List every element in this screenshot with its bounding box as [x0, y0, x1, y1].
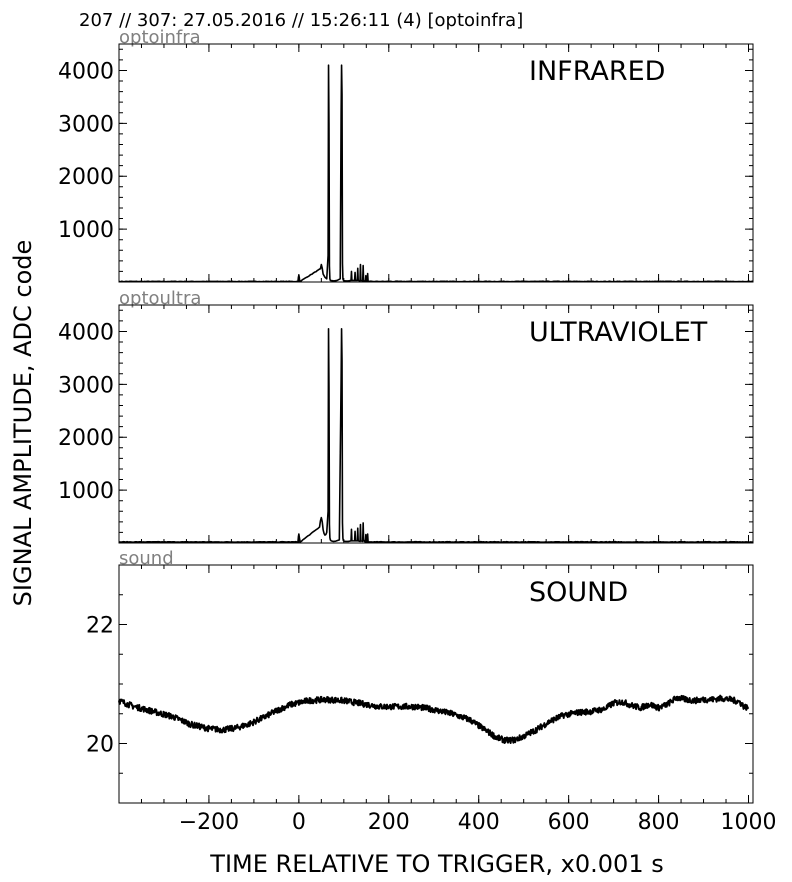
sound-ytick-label-20: 20 [86, 733, 114, 758]
xtick-label-800: 800 [638, 810, 680, 835]
sound-series-line [118, 694, 750, 745]
ultraviolet-label: ULTRAVIOLET [529, 317, 708, 348]
ultraviolet-panel: optoultra 1000 2000 3000 4000 ULTRAVIOLET [58, 288, 754, 544]
infrared-ytick-label-3000: 3000 [58, 112, 114, 137]
sound-label: SOUND [529, 577, 628, 608]
x-axis-label: TIME RELATIVE TO TRIGGER, x0.001 s [209, 850, 663, 878]
figure-title: 207 // 307: 27.05.2016 // 15:26:11 (4) [… [79, 10, 523, 31]
xtick-label-1000: 1000 [721, 810, 777, 835]
infrared-source-label: optoinfra [119, 27, 201, 48]
sound-panel: sound 20 22 −200 0 200 400 600 800 1000 SOUND [86, 548, 777, 835]
sound-ytick-label-22: 22 [86, 614, 114, 639]
infrared-series-line [118, 64, 754, 283]
infrared-label: INFRARED [529, 56, 665, 87]
ultraviolet-ytick-label-2000: 2000 [58, 426, 114, 451]
y-axis-label: SIGNAL AMPLITUDE, ADC code [9, 240, 37, 607]
ultraviolet-series-line [118, 328, 754, 544]
sound-source-label: sound [119, 548, 174, 569]
xtick-label-0: 0 [292, 810, 306, 835]
infrared-ytick-label-4000: 4000 [58, 59, 114, 84]
ultraviolet-ytick-label-1000: 1000 [58, 479, 114, 504]
ultraviolet-ytick-label-3000: 3000 [58, 373, 114, 398]
xtick-label-600: 600 [548, 810, 590, 835]
ultraviolet-ytick-label-4000: 4000 [58, 320, 114, 345]
infrared-ytick-label-2000: 2000 [58, 165, 114, 190]
xtick-label--200: −200 [179, 810, 239, 835]
sound-minor-ticks [118, 564, 753, 804]
sound-frame [118, 564, 754, 804]
xtick-label-200: 200 [368, 810, 410, 835]
ultraviolet-source-label: optoultra [119, 288, 201, 309]
infrared-panel: optoinfra 1000 2000 3000 4000 INFRARED [58, 27, 754, 283]
xtick-label-400: 400 [458, 810, 500, 835]
ultraviolet-frame [118, 304, 754, 544]
infrared-ytick-label-1000: 1000 [58, 218, 114, 243]
